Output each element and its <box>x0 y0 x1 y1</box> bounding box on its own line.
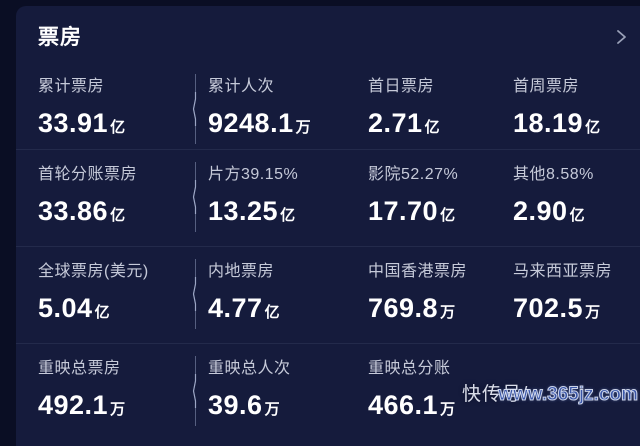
box-office-panel: 票房 累计票房 33.91 亿累计人次 9248.1 万首日票房 2.71 亿首周票房 18.… <box>16 6 640 446</box>
stat-value-number: 39.6 <box>208 390 263 420</box>
stat-label: 全球票房(美元) <box>38 263 149 280</box>
stat-label: 影院52.27% <box>368 166 459 183</box>
stat-value: 18.19 亿 <box>513 106 640 145</box>
stat-value-unit: 亿 <box>569 207 586 224</box>
stat-value: 2.71 亿 <box>368 106 513 145</box>
stat-cell: 内地票房 4.77 亿 <box>208 261 368 343</box>
stat-cell: 累计票房 33.91 亿 <box>38 76 208 149</box>
stat-label: 马来西亚票房 <box>513 263 613 280</box>
stat-cell: 重映总人次 39.6 万 <box>208 358 368 441</box>
stat-value-number: 5.04 <box>38 293 93 323</box>
stat-value: 9248.1 万 <box>208 106 368 145</box>
stat-value: 33.91 亿 <box>38 106 208 145</box>
stat-value: 702.5 万 <box>513 291 640 330</box>
stats-grid: 累计票房 33.91 亿累计人次 9248.1 万首日票房 2.71 亿首周票房 18.19 亿… <box>16 62 640 441</box>
stat-value-number: 466.1 <box>368 390 439 420</box>
stat-value: 2.90 亿 <box>513 194 640 233</box>
stat-label: 首日票房 <box>368 78 435 95</box>
stat-cell: 全球票房(美元) 5.04 亿 <box>38 261 208 343</box>
stat-row: 重映总票房 492.1 万重映总人次 39.6 万重映总分账 466.1 万 <box>16 344 640 441</box>
stat-label: 片方39.15% <box>208 166 299 183</box>
stat-value-unit: 亿 <box>110 207 126 224</box>
stat-row: 累计票房 33.91 亿累计人次 9248.1 万首日票房 2.71 亿首周票房 18.19 亿 <box>16 62 640 150</box>
panel-header: 票房 <box>16 6 640 62</box>
stat-value-unit: 亿 <box>264 304 281 321</box>
chevron-right-icon[interactable] <box>613 29 629 45</box>
stat-value-number: 4.77 <box>208 293 263 323</box>
stat-value-unit: 万 <box>110 401 126 418</box>
stat-value-unit: 亿 <box>440 207 456 224</box>
stat-value-unit: 万 <box>264 401 281 418</box>
stat-cell: 中国香港票房 769.8 万 <box>368 261 513 343</box>
stat-label: 内地票房 <box>208 263 275 280</box>
stat-value-unit: 亿 <box>424 119 441 136</box>
stat-value: 466.1 万 <box>368 388 513 427</box>
stat-cell: 首轮分账票房 33.86 亿 <box>38 164 208 246</box>
stat-label: 重映总分账 <box>368 360 451 377</box>
stat-cell: 首日票房 2.71 亿 <box>368 76 513 149</box>
stat-row: 首轮分账票房 33.86 亿片方39.15% 13.25 亿影院52.27% 17.70 亿… <box>16 150 640 247</box>
page-title: 票房 <box>38 26 82 49</box>
stat-cell: 累计人次 9248.1 万 <box>208 76 368 149</box>
stat-value-unit: 亿 <box>280 207 296 224</box>
stat-value: 5.04 亿 <box>38 291 208 330</box>
stat-value-number: 702.5 <box>513 293 584 323</box>
stat-value: 17.70 亿 <box>368 194 513 233</box>
stat-label: 首轮分账票房 <box>38 166 138 183</box>
stat-value: 492.1 万 <box>38 388 208 427</box>
stat-value-number: 2.90 <box>513 196 568 226</box>
stat-label: 首周票房 <box>513 78 580 95</box>
stat-value: 769.8 万 <box>368 291 513 330</box>
stat-value-number: 2.71 <box>368 108 423 138</box>
stat-value-unit: 亿 <box>585 119 601 136</box>
stat-value: 39.6 万 <box>208 388 368 427</box>
stat-value: 13.25 亿 <box>208 194 368 233</box>
stat-value-number: 13.25 <box>208 196 279 226</box>
stat-label: 重映总人次 <box>208 360 291 377</box>
stat-label: 累计人次 <box>208 78 275 95</box>
stat-value: 33.86 亿 <box>38 194 208 233</box>
stat-value-unit: 万 <box>295 119 312 136</box>
stat-label: 其他8.58% <box>513 166 594 183</box>
stat-value-number: 18.19 <box>513 108 584 138</box>
stat-value-number: 769.8 <box>368 293 439 323</box>
stat-value-unit: 万 <box>440 401 456 418</box>
stat-value-unit: 亿 <box>110 119 126 136</box>
stat-cell: 首周票房 18.19 亿 <box>513 76 640 149</box>
box-office-screen: { "header": { "title": "票房" }, "stats_ro… <box>16 6 640 446</box>
stat-value-number: 17.70 <box>368 196 439 226</box>
stat-label: 重映总票房 <box>38 360 121 377</box>
stat-label: 中国香港票房 <box>368 263 468 280</box>
stat-value-unit: 亿 <box>94 304 111 321</box>
stat-cell: 其他8.58% 2.90 亿 <box>513 164 640 246</box>
stat-value-number: 33.86 <box>38 196 109 226</box>
stat-value-number: 492.1 <box>38 390 109 420</box>
stat-row: 全球票房(美元) 5.04 亿内地票房 4.77 亿中国香港票房 769.8 万马来西亚票房… <box>16 247 640 344</box>
stat-value-number: 33.91 <box>38 108 109 138</box>
stat-cell: 重映总分账 466.1 万 <box>368 358 513 441</box>
stat-value: 4.77 亿 <box>208 291 368 330</box>
stat-cell: 影院52.27% 17.70 亿 <box>368 164 513 246</box>
stat-cell: 片方39.15% 13.25 亿 <box>208 164 368 246</box>
stat-cell: 马来西亚票房 702.5 万 <box>513 261 640 343</box>
stat-value-unit: 万 <box>440 304 456 321</box>
stat-value-number: 9248.1 <box>208 108 294 138</box>
stat-label: 累计票房 <box>38 78 105 95</box>
stat-cell: 重映总票房 492.1 万 <box>38 358 208 441</box>
stat-value-unit: 万 <box>585 304 601 321</box>
